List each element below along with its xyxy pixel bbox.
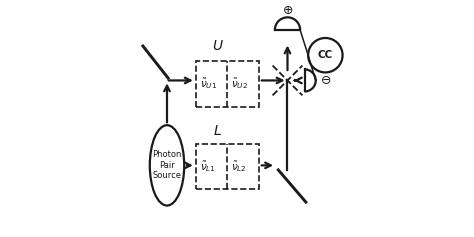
Text: $\tilde{\nu}_{U1}$: $\tilde{\nu}_{U1}$	[200, 77, 217, 91]
Text: $\tilde{\nu}_{U2}$: $\tilde{\nu}_{U2}$	[231, 77, 248, 91]
Bar	[196, 144, 259, 189]
Text: $\oplus$: $\oplus$	[282, 4, 293, 17]
Text: Photon
Pair
Source: Photon Pair Source	[152, 150, 182, 180]
Text: U: U	[212, 39, 223, 53]
Bar	[196, 61, 259, 107]
Text: $\tilde{\nu}_{L1}$: $\tilde{\nu}_{L1}$	[201, 159, 216, 174]
Text: L: L	[214, 124, 221, 138]
Text: $\tilde{\nu}_{L2}$: $\tilde{\nu}_{L2}$	[231, 159, 247, 174]
Text: CC: CC	[318, 50, 333, 60]
Text: $\ominus$: $\ominus$	[319, 74, 331, 87]
